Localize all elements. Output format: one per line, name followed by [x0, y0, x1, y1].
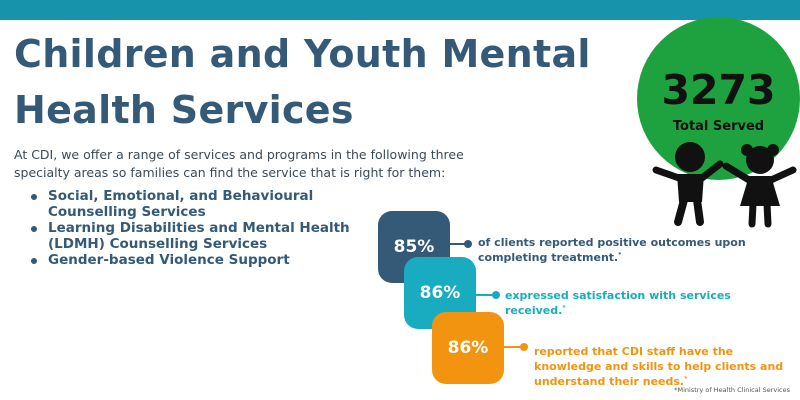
stat-description-satisfaction: expressed satisfaction with services rec…	[505, 289, 731, 317]
stat-connector	[476, 291, 500, 299]
stat-description-staff-knowledge: reported that CDI staff have the knowled…	[534, 345, 784, 388]
stat-description-positive-outcomes: of clients reported positive outcomes up…	[478, 236, 746, 264]
stat-badge-staff-knowledge: 86%	[432, 312, 504, 384]
children-icon	[652, 142, 797, 228]
footnote-source: *Ministry of Health Clinical Services	[674, 386, 790, 394]
stat-connector	[450, 240, 472, 248]
list-item: Learning Disabilities and Mental Health …	[30, 220, 390, 252]
top-accent-bar	[0, 0, 800, 20]
total-served-label: Total Served	[672, 119, 765, 134]
stat-connector	[504, 343, 528, 351]
page-title: Children and Youth Mental Health Service…	[14, 32, 591, 132]
list-item: Social, Emotional, and Behavioural Couns…	[30, 188, 390, 220]
boy-figure	[652, 142, 724, 226]
total-served-number: 3273	[661, 66, 776, 114]
list-item: Gender-based Violence Support	[30, 252, 390, 268]
specialty-areas-list: Social, Emotional, and Behavioural Couns…	[30, 188, 390, 268]
intro-paragraph: At CDI, we offer a range of services and…	[14, 147, 464, 180]
girl-figure	[722, 144, 797, 228]
